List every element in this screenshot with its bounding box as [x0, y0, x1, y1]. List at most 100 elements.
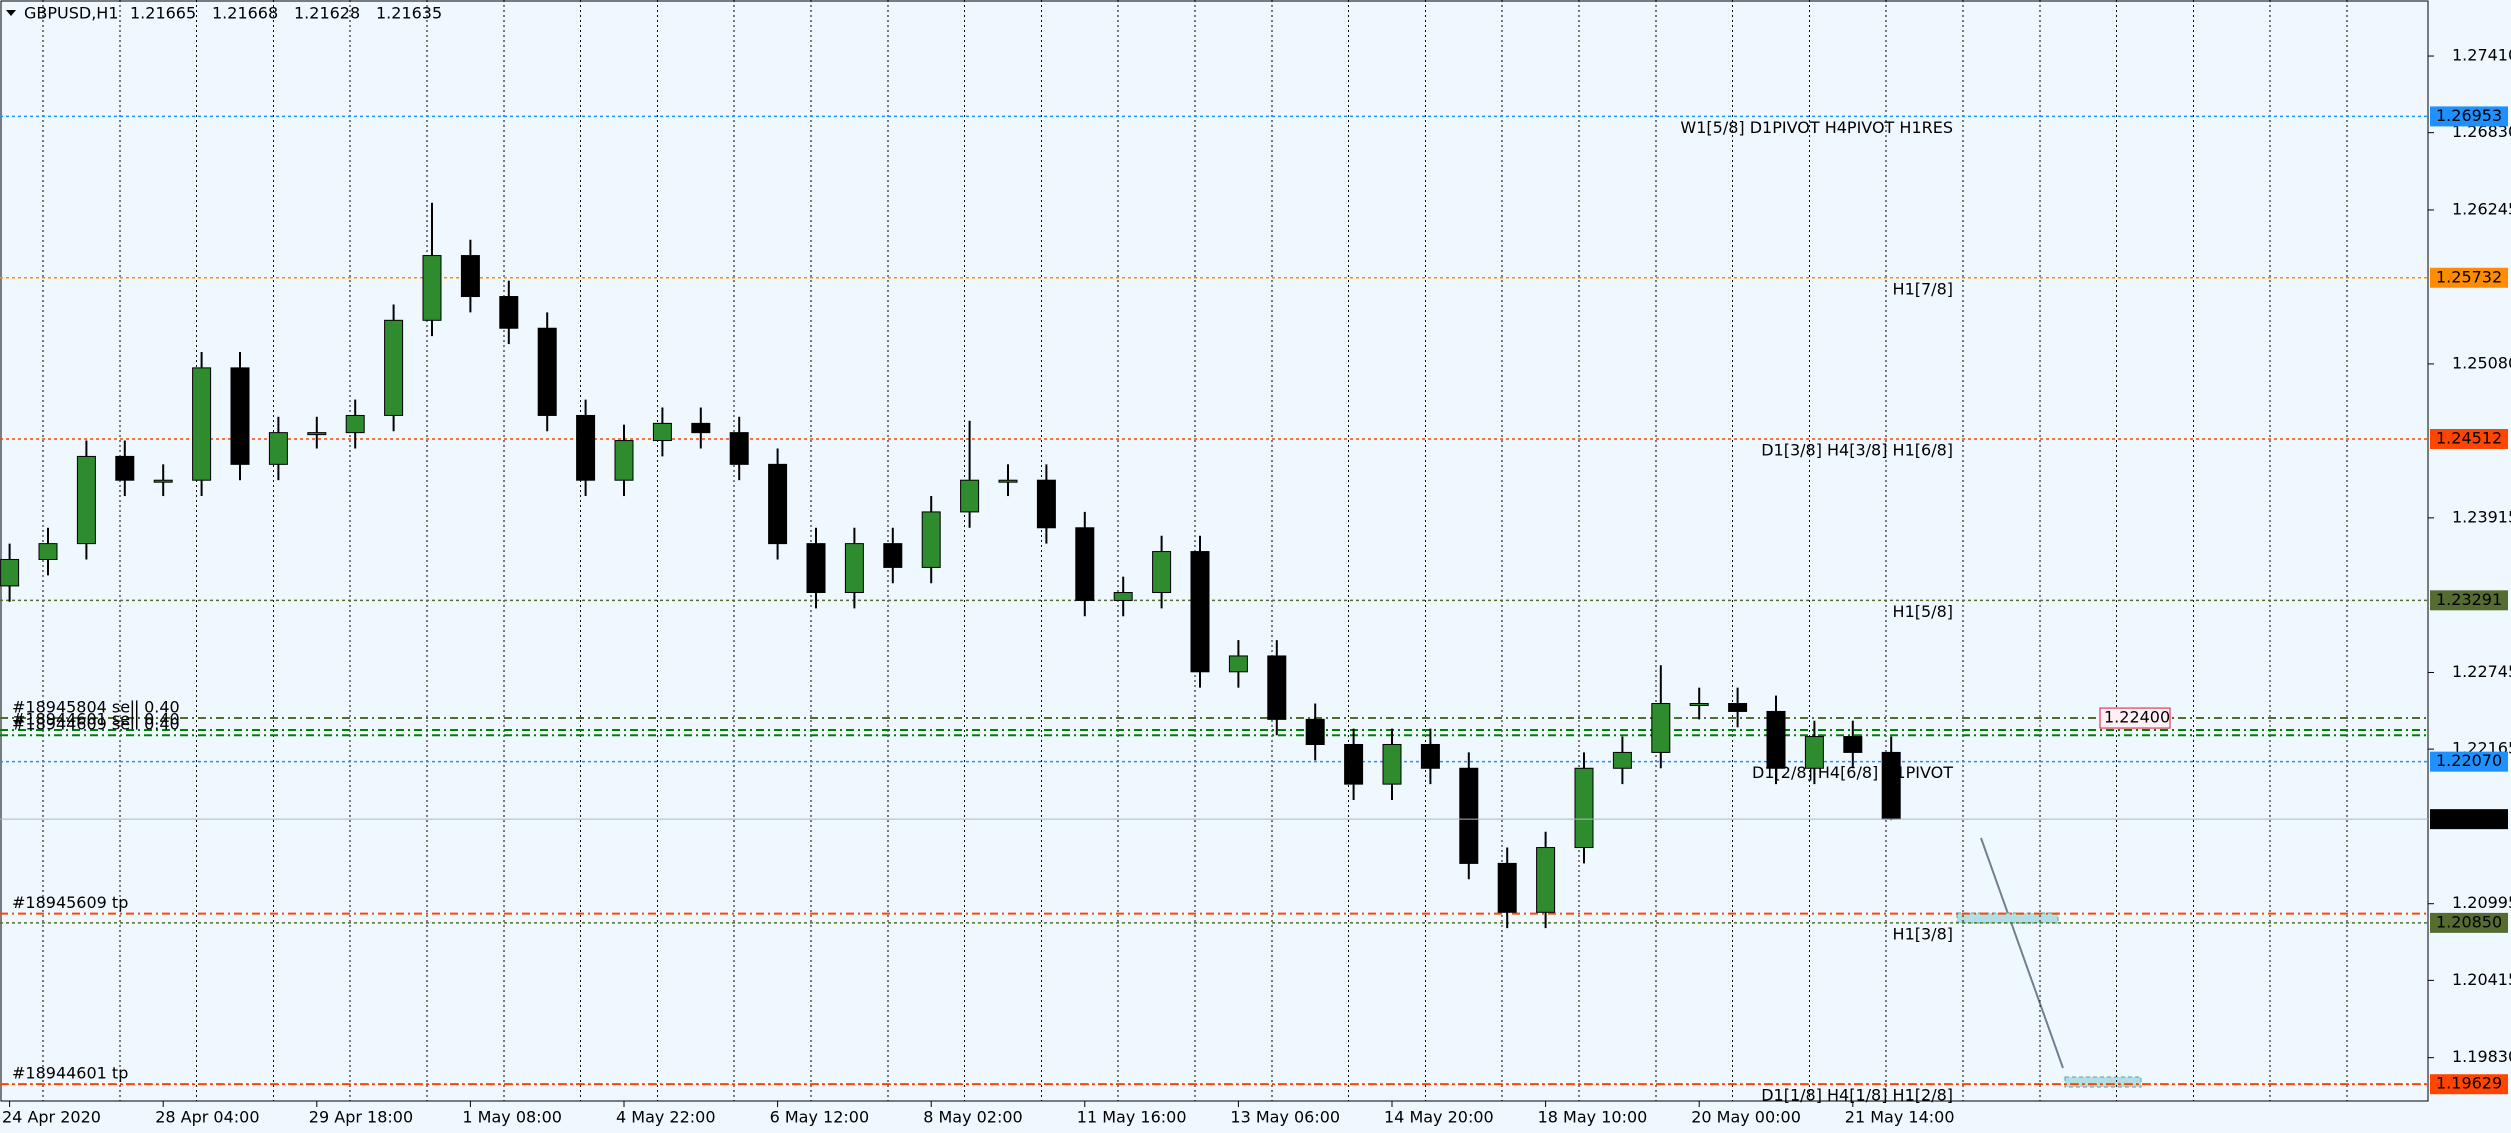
candle-body [1228, 655, 1248, 673]
candle-body [1843, 736, 1863, 753]
projection-line [1980, 837, 2064, 1069]
target-box [2064, 1076, 2142, 1088]
x-tick-label: 13 May 06:00 [1230, 1108, 1340, 1127]
order-label: #18945804 sell 0.40 [12, 698, 180, 717]
candle-body [806, 543, 826, 594]
candle-body [0, 558, 20, 587]
candle-body [1190, 551, 1210, 673]
y-tick-label: 1.20995 [2452, 893, 2511, 912]
candle-body [38, 543, 58, 560]
level-price: 1.23291 [2436, 590, 2502, 609]
menu-arrow [6, 10, 16, 16]
level-label: D1[2/8] H4[6/8] H1PIVOT [1752, 763, 1953, 782]
candle-body [652, 422, 672, 442]
candle-body [1305, 718, 1325, 745]
y-tick-label: 1.19830 [2452, 1047, 2511, 1066]
y-tick-label: 1.22745 [2452, 662, 2511, 681]
candle-body [844, 543, 864, 594]
candle-body [1267, 655, 1287, 720]
candle-body [1113, 592, 1133, 601]
candle-body [1075, 527, 1095, 601]
candle-body [1651, 703, 1671, 753]
current-price-label: 1.21635 [2436, 809, 2502, 828]
y-tick-label: 1.26830 [2452, 122, 2511, 141]
level-label: D1[1/8] H4[1/8] H1[2/8] [1761, 1086, 1953, 1105]
candle-body [729, 432, 749, 465]
candle-body [960, 479, 980, 513]
header: GBPUSD,H1 1.21665 1.21668 1.21628 1.21635 [6, 4, 442, 23]
x-tick-label: 6 May 12:00 [770, 1108, 870, 1127]
candle-body [499, 296, 519, 329]
target-box [1956, 912, 2059, 924]
quote-value: 1.21635 [376, 4, 442, 23]
level-price: 1.20850 [2436, 912, 2502, 931]
y-tick-label: 1.25080 [2452, 353, 2511, 372]
level-price-box [2430, 590, 2508, 611]
order-label: #18944601 sell 0.40 [12, 709, 180, 728]
x-tick-label: 1 May 08:00 [462, 1108, 562, 1127]
level-price-box [2430, 1074, 2508, 1095]
order-label: #18944609 sell 0.40 [12, 715, 180, 734]
level-label: H1[3/8] [1893, 924, 1953, 943]
candle-body [115, 455, 135, 481]
x-tick-label: 28 Apr 04:00 [155, 1108, 259, 1127]
candle-body [1881, 751, 1901, 820]
y-tick-label: 1.27410 [2452, 46, 2511, 65]
level-price-box [2430, 267, 2508, 288]
level-label: W1[5/8] D1PIVOT H4PIVOT H1RES [1680, 118, 1953, 137]
x-tick-label: 18 May 10:00 [1538, 1108, 1648, 1127]
candle-body [1612, 751, 1632, 769]
candle-body [768, 463, 788, 545]
plot-frame [0, 0, 2429, 1102]
y-tick-label: 1.20415 [2452, 970, 2511, 989]
level-price: 1.25732 [2436, 267, 2502, 286]
level-price-box [2430, 106, 2508, 127]
candle-body [998, 479, 1018, 483]
candle-body [691, 422, 711, 434]
candle-body [192, 367, 212, 481]
candle-body [153, 479, 173, 483]
candle-body [384, 319, 404, 416]
level-label: D1[3/8] H4[3/8] H1[6/8] [1761, 440, 1953, 459]
candle-body [1804, 736, 1824, 769]
x-tick-label: 8 May 02:00 [923, 1108, 1023, 1127]
candle-body [614, 440, 634, 481]
candle-body [1152, 551, 1172, 594]
candle-body [883, 543, 903, 568]
candle-body [76, 455, 96, 545]
level-label: H1[7/8] [1893, 279, 1953, 298]
candle-body [1766, 710, 1786, 769]
candle-body [345, 414, 365, 434]
x-tick-label: 21 May 14:00 [1845, 1108, 1955, 1127]
candle-body [576, 414, 596, 481]
candle-body [268, 432, 288, 465]
level-price: 1.19629 [2436, 1074, 2502, 1093]
x-tick-label: 24 Apr 2020 [2, 1108, 101, 1127]
candle-body [921, 511, 941, 568]
x-tick-label: 11 May 16:00 [1077, 1108, 1187, 1127]
candle-body [422, 255, 442, 321]
level-price-box [2430, 912, 2508, 933]
level-price-box [2430, 751, 2508, 772]
current-price-box [2430, 809, 2508, 830]
candle-body [1689, 703, 1709, 707]
level-price: 1.22070 [2436, 751, 2502, 770]
y-tick-label: 1.26245 [2452, 199, 2511, 218]
x-tick-label: 4 May 22:00 [616, 1108, 716, 1127]
candle-body [1036, 479, 1056, 529]
symbol: GBPUSD,H1 [24, 4, 119, 23]
candle-body [1344, 743, 1364, 785]
candle-body [1574, 767, 1594, 849]
level-label: H1[5/8] [1893, 602, 1953, 621]
x-tick-label: 29 Apr 18:00 [309, 1108, 413, 1127]
candle-body [307, 432, 327, 436]
x-tick-label: 14 May 20:00 [1384, 1108, 1494, 1127]
quote-value: 1.21665 [130, 4, 196, 23]
candle-body [1420, 743, 1440, 769]
quote-value: 1.21668 [212, 4, 278, 23]
candle-body [1459, 767, 1479, 864]
x-tick-label: 20 May 00:00 [1691, 1108, 1801, 1127]
